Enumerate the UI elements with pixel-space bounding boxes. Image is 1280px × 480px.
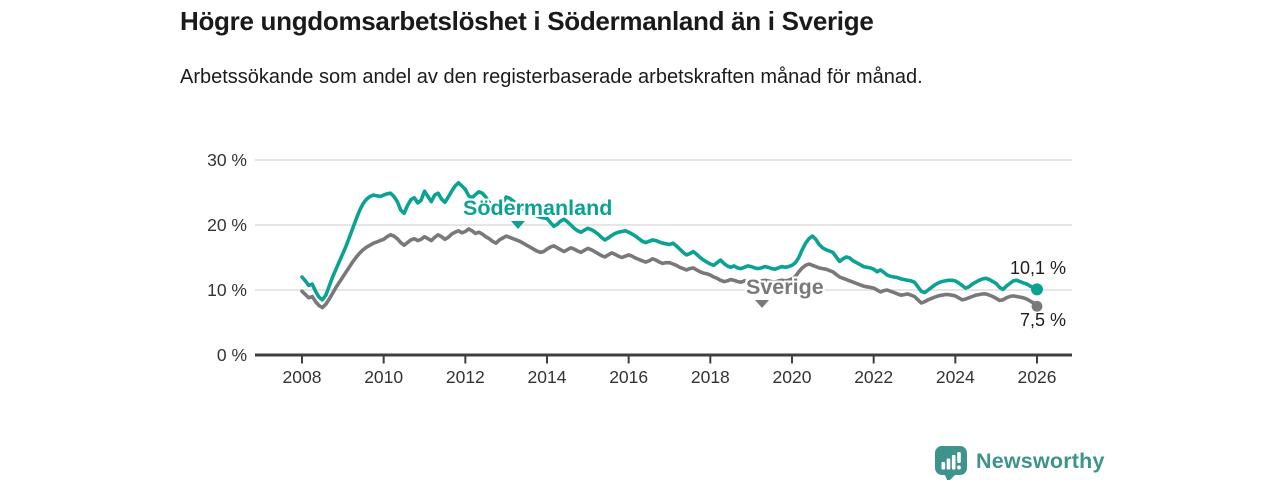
x-axis-label-2020: 2020 [773,367,812,387]
x-axis-label-2008: 2008 [283,367,322,387]
series-label-sverige: Sverige [746,275,824,299]
x-axis-label-2024: 2024 [936,367,975,387]
x-axis-label-2016: 2016 [609,367,648,387]
newsworthy-logo-text: Newsworthy [976,449,1105,473]
series-label-sodermanland: Södermanland [463,196,613,220]
newsworthy-chart-bubble-icon [935,446,967,480]
y-axis-label-0: 0 % [217,345,247,365]
x-axis-label-2010: 2010 [364,367,403,387]
x-axis-label-2022: 2022 [854,367,893,387]
label-pointer-icon-sodermanland [511,221,525,229]
y-axis-label-20: 20 % [207,215,247,235]
y-axis-label-30: 30 % [207,150,247,170]
chart-title: Högre ungdomsarbetslöshet i Södermanland… [180,6,874,36]
y-axis-label-10: 10 % [207,280,247,300]
series-line-södermanland [300,181,1039,302]
x-axis-label-2012: 2012 [446,367,485,387]
x-axis-label-2018: 2018 [691,367,730,387]
series-line-sverige [300,227,1039,310]
end-value-label-sodermanland: 10,1 % [1009,258,1066,278]
x-axis-label-2026: 2026 [1018,367,1057,387]
end-dot-sverige [1031,300,1043,312]
newsworthy-logo[interactable]: Newsworthy [934,445,1194,480]
chart-subtitle: Arbetssökande som andel av den registerb… [180,66,923,88]
x-axis-label-2014: 2014 [528,367,567,387]
end-dot-södermanland [1030,283,1043,296]
end-value-label-sverige: 7,5 % [1019,310,1066,330]
label-pointer-icon-sverige [755,300,769,308]
